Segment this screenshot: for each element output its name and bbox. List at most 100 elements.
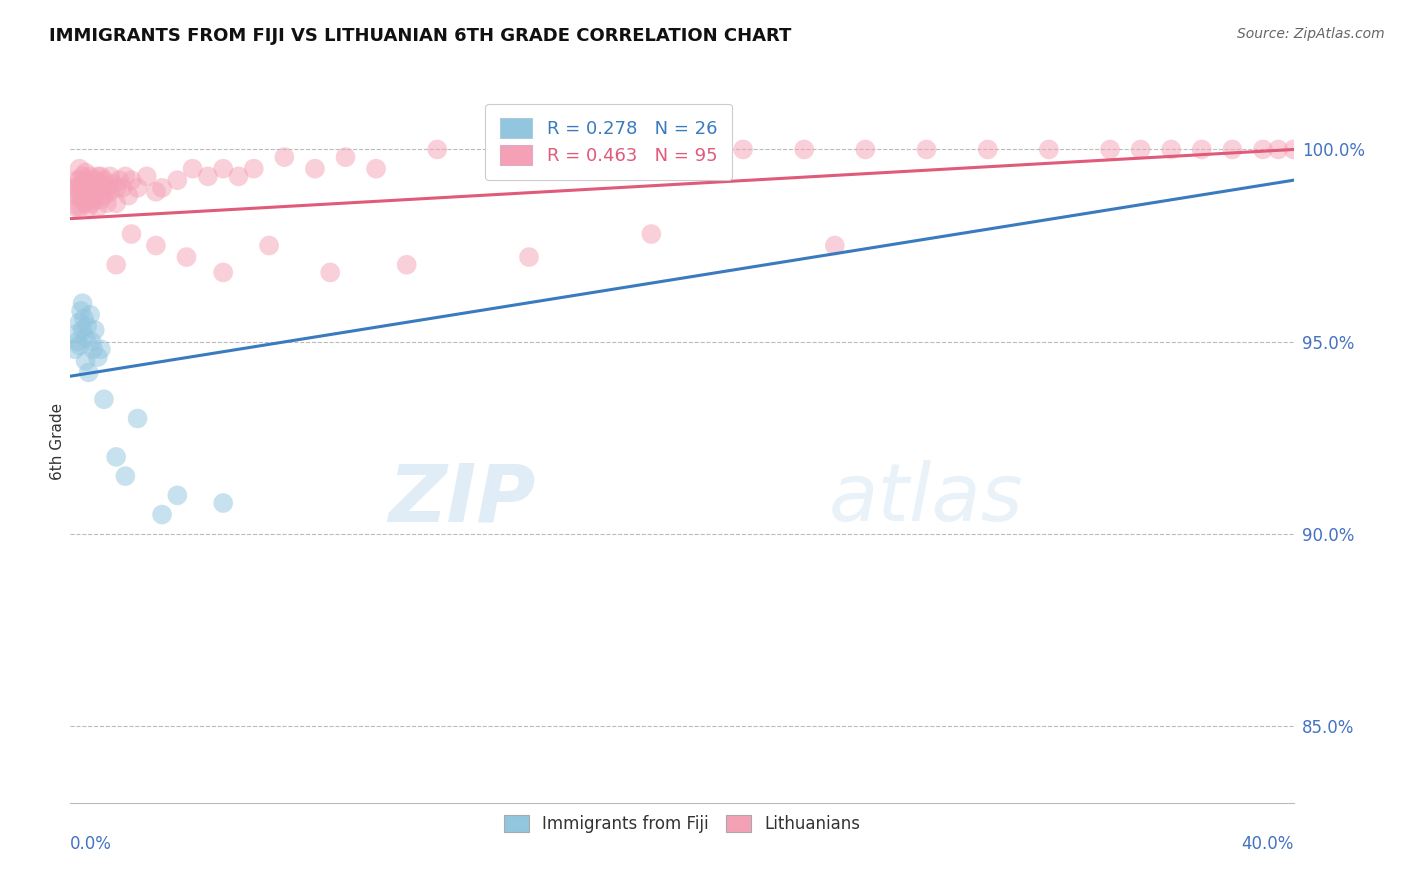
Point	[212, 161, 235, 176]
Point	[121, 227, 143, 241]
Point	[96, 181, 118, 195]
Point	[166, 488, 188, 502]
Point	[731, 143, 754, 157]
Point	[1282, 143, 1305, 157]
Point	[111, 181, 134, 195]
Point	[70, 181, 93, 195]
Point	[114, 469, 136, 483]
Y-axis label: 6th Grade: 6th Grade	[49, 403, 65, 480]
Point	[83, 193, 105, 207]
Text: 0.0%: 0.0%	[70, 835, 112, 854]
Point	[90, 343, 112, 357]
Point	[73, 196, 96, 211]
Point	[87, 169, 110, 184]
Point	[127, 411, 149, 425]
Point	[671, 143, 693, 157]
Point	[62, 181, 84, 195]
Point	[640, 227, 662, 241]
Text: atlas: atlas	[828, 460, 1024, 539]
Point	[855, 143, 877, 157]
Point	[212, 496, 235, 510]
Point	[1191, 143, 1213, 157]
Point	[76, 173, 98, 187]
Point	[228, 169, 250, 184]
Point	[114, 169, 136, 184]
Point	[65, 173, 87, 187]
Point	[69, 161, 91, 176]
Point	[75, 354, 97, 368]
Point	[108, 173, 131, 187]
Point	[89, 177, 111, 191]
Point	[77, 181, 100, 195]
Point	[90, 193, 112, 207]
Point	[79, 169, 101, 184]
Point	[98, 185, 121, 199]
Point	[105, 196, 128, 211]
Point	[82, 188, 104, 202]
Point	[79, 188, 101, 202]
Point	[1220, 143, 1243, 157]
Point	[69, 315, 91, 329]
Point	[366, 161, 388, 176]
Point	[80, 196, 103, 211]
Point	[105, 181, 128, 195]
Point	[1160, 143, 1182, 157]
Point	[395, 258, 418, 272]
Point	[75, 165, 97, 179]
Point	[212, 265, 235, 279]
Point	[1038, 143, 1060, 157]
Point	[73, 311, 96, 326]
Point	[72, 323, 94, 337]
Point	[793, 143, 815, 157]
Point	[75, 185, 97, 199]
Point	[197, 169, 219, 184]
Point	[72, 296, 94, 310]
Point	[75, 331, 97, 345]
Point	[75, 181, 97, 195]
Point	[69, 338, 91, 352]
Point	[84, 181, 107, 195]
Point	[1267, 143, 1289, 157]
Point	[824, 238, 846, 252]
Point	[87, 350, 110, 364]
Point	[69, 188, 91, 202]
Point	[426, 143, 449, 157]
Point	[65, 326, 87, 341]
Point	[66, 334, 89, 349]
Point	[273, 150, 295, 164]
Point	[101, 177, 124, 191]
Point	[83, 173, 105, 187]
Point	[121, 173, 143, 187]
Text: ZIP: ZIP	[388, 460, 536, 539]
Point	[176, 250, 198, 264]
Text: 40.0%: 40.0%	[1241, 835, 1294, 854]
Text: IMMIGRANTS FROM FIJI VS LITHUANIAN 6TH GRADE CORRELATION CHART: IMMIGRANTS FROM FIJI VS LITHUANIAN 6TH G…	[49, 27, 792, 45]
Point	[105, 258, 128, 272]
Point	[135, 169, 157, 184]
Point	[93, 188, 115, 202]
Text: Source: ZipAtlas.com: Source: ZipAtlas.com	[1237, 27, 1385, 41]
Point	[80, 334, 103, 349]
Point	[82, 181, 104, 195]
Point	[63, 200, 86, 214]
Point	[73, 177, 96, 191]
Point	[105, 450, 128, 464]
Point	[243, 161, 266, 176]
Point	[335, 150, 357, 164]
Point	[93, 173, 115, 187]
Point	[150, 508, 173, 522]
Point	[77, 200, 100, 214]
Point	[145, 238, 167, 252]
Point	[90, 169, 112, 184]
Point	[96, 196, 118, 211]
Point	[79, 308, 101, 322]
Point	[93, 392, 115, 407]
Point	[63, 343, 86, 357]
Point	[76, 319, 98, 334]
Point	[90, 181, 112, 195]
Point	[319, 265, 342, 279]
Point	[70, 304, 93, 318]
Point	[70, 200, 93, 214]
Point	[82, 343, 104, 357]
Point	[66, 181, 89, 195]
